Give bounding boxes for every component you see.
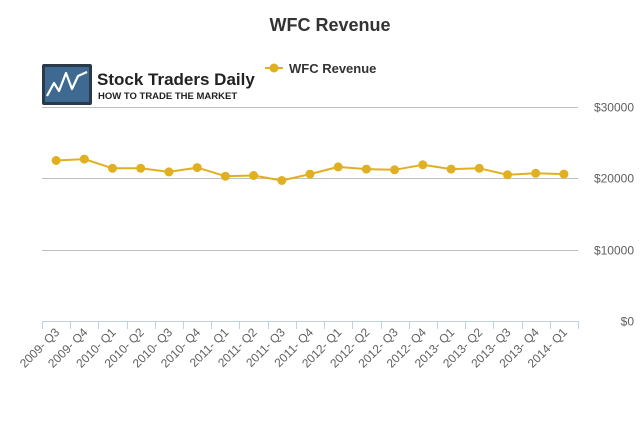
data-point[interactable] xyxy=(446,164,456,174)
data-point[interactable] xyxy=(192,163,202,173)
data-point[interactable] xyxy=(559,169,569,179)
logo-name: Stock Traders Daily xyxy=(97,70,255,89)
data-point[interactable] xyxy=(333,162,343,172)
data-point[interactable] xyxy=(531,168,541,178)
chart-title: WFC Revenue xyxy=(269,15,390,35)
data-point[interactable] xyxy=(136,163,146,173)
data-point[interactable] xyxy=(51,156,61,165)
data-point[interactable] xyxy=(277,176,287,185)
data-point[interactable] xyxy=(503,170,512,180)
data-point[interactable] xyxy=(361,164,371,174)
data-point[interactable] xyxy=(390,165,400,175)
data-point[interactable] xyxy=(249,171,259,180)
grid xyxy=(42,107,578,251)
data-point[interactable] xyxy=(164,167,174,177)
logo-icon-screen xyxy=(45,67,89,102)
y-tick-label: $20000 xyxy=(594,172,634,186)
data-point[interactable] xyxy=(220,171,230,181)
logo: Stock Traders Daily HOW TO TRADE THE MAR… xyxy=(42,64,255,105)
data-point[interactable] xyxy=(305,169,315,179)
data-point[interactable] xyxy=(474,163,484,173)
logo-tagline: HOW TO TRADE THE MARKET xyxy=(98,91,237,102)
y-axis-labels: $0 $10000 $20000 $30000 xyxy=(594,101,634,329)
logo-chart-icon xyxy=(46,70,88,97)
legend-label: WFC Revenue xyxy=(289,61,376,76)
legend-marker xyxy=(269,63,279,73)
legend[interactable]: WFC Revenue xyxy=(265,61,376,76)
data-point[interactable] xyxy=(79,154,89,164)
y-tick-label: $0 xyxy=(621,315,635,329)
y-tick-label: $30000 xyxy=(594,101,634,115)
data-point[interactable] xyxy=(418,160,428,170)
series-wfc-revenue xyxy=(51,154,569,185)
data-point[interactable] xyxy=(108,163,117,173)
y-tick-label: $10000 xyxy=(594,244,634,258)
